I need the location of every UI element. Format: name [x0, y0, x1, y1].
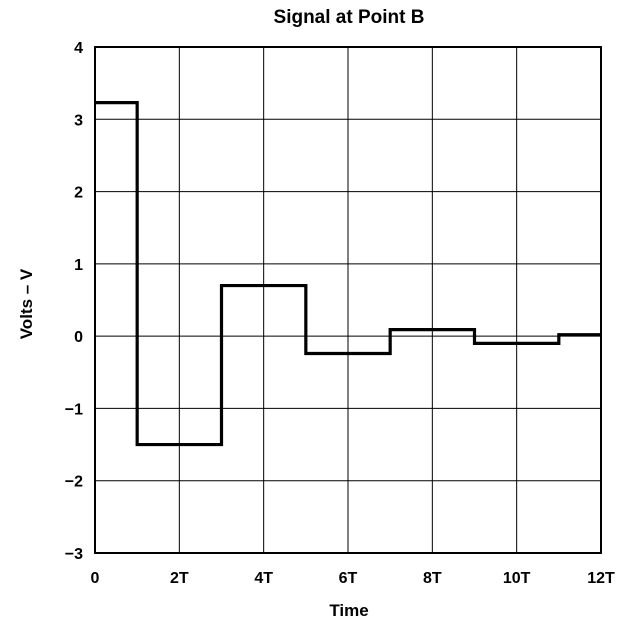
y-tick-label: 3 — [74, 112, 83, 129]
x-tick-label: 0 — [91, 570, 100, 587]
y-tick-labels: 4 3 2 1 0 −1 −2 −3 — [65, 40, 83, 563]
x-axis-label: Time — [329, 601, 368, 620]
x-tick-labels: 0 2T 4T 6T 8T 10T 12T — [91, 570, 615, 587]
y-tick-label: −2 — [65, 474, 83, 491]
chart-title: Signal at Point B — [274, 7, 425, 28]
x-tick-label: 2T — [170, 570, 189, 587]
y-tick-label: 4 — [74, 40, 83, 57]
x-tick-label: 10T — [503, 570, 531, 587]
x-tick-label: 12T — [587, 570, 615, 587]
y-axis-label: Volts – V — [17, 268, 36, 339]
x-tick-label: 8T — [423, 570, 442, 587]
y-tick-label: −3 — [65, 546, 83, 563]
y-tick-label: 1 — [74, 257, 83, 274]
y-tick-label: 2 — [74, 185, 83, 202]
grid — [95, 47, 601, 553]
y-tick-label: 0 — [74, 329, 83, 346]
x-tick-label: 4T — [254, 570, 273, 587]
y-tick-label: −1 — [65, 401, 83, 418]
x-tick-label: 6T — [339, 570, 358, 587]
